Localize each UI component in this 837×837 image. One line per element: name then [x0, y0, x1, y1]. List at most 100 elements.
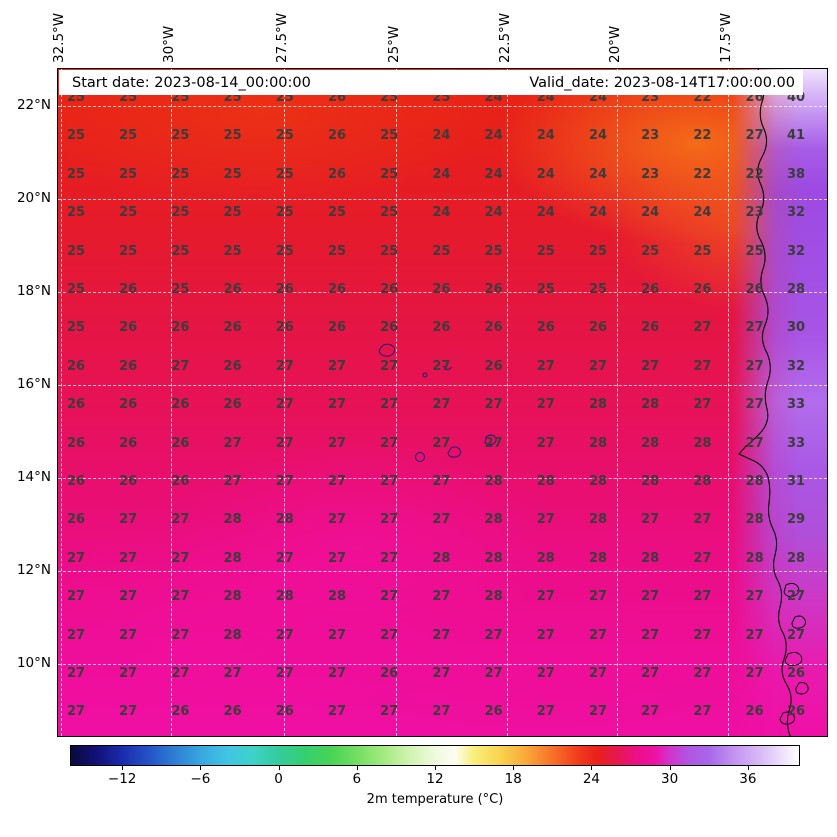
temp-value: 27 [588, 589, 608, 605]
temp-value: 27 [745, 589, 764, 605]
temp-value: 27 [786, 627, 806, 643]
temp-value: 27 [588, 627, 608, 643]
temp-value: 26 [119, 435, 138, 451]
temp-value: 26 [119, 358, 138, 374]
temp-value: 27 [588, 704, 608, 720]
y-tick-label: 10°N [16, 655, 51, 671]
temp-value: 25 [119, 205, 138, 221]
temp-value: 24 [536, 128, 555, 144]
coastal-estuary-outlines [779, 582, 809, 725]
temp-value: 28 [786, 550, 806, 566]
temp-value: 27 [786, 589, 806, 605]
colorbar-tick-mark [513, 766, 515, 770]
temp-value: 27 [536, 358, 555, 374]
temp-value: 27 [588, 666, 608, 681]
temp-value: 27 [484, 627, 503, 643]
y-tick-label: 20°N [16, 190, 51, 206]
temp-value: 27 [327, 666, 347, 681]
temp-value: 27 [275, 397, 294, 413]
x-tick-label: 30°W [161, 25, 177, 63]
temp-value: 24 [432, 128, 451, 144]
temp-value: 26 [223, 320, 242, 336]
temp-value: 22 [745, 166, 764, 182]
temp-value: 26 [66, 474, 86, 489]
temp-value: 25 [588, 243, 608, 259]
temp-value: 27 [327, 512, 347, 528]
temp-value: 28 [641, 435, 660, 451]
temp-value: 26 [641, 320, 660, 336]
african-coastline [738, 69, 792, 736]
temp-value: 27 [536, 704, 555, 720]
temp-value: 26 [484, 282, 503, 297]
temp-value: 27 [536, 589, 555, 605]
temp-value: 27 [380, 589, 399, 605]
temp-value: 27 [693, 320, 712, 336]
temp-value: 28 [536, 550, 555, 566]
temp-value: 28 [275, 512, 294, 528]
temp-value: 27 [119, 550, 138, 566]
temp-value: 27 [380, 358, 399, 374]
temp-value: 27 [380, 627, 399, 643]
gridline-vertical [61, 69, 62, 736]
temp-value: 27 [432, 397, 451, 413]
temp-value: 28 [484, 512, 503, 528]
colorbar-tick-mark [278, 766, 280, 770]
colorbar-tick-mark [435, 766, 436, 770]
temp-value: 26 [484, 358, 503, 374]
x-tick-label: 27.5°W [274, 12, 290, 63]
temp-value: 33 [786, 435, 806, 451]
temp-value: 27 [380, 704, 399, 720]
temp-value: 26 [171, 397, 190, 413]
gridline-vertical [507, 69, 508, 736]
y-tick-label: 14°N [16, 469, 51, 485]
temp-value: 27 [588, 358, 608, 374]
temp-value: 28 [588, 512, 608, 528]
temp-value: 24 [432, 166, 451, 182]
temp-value: 25 [119, 128, 138, 144]
temp-value: 25 [223, 166, 242, 182]
temp-value: 26 [119, 320, 138, 336]
temp-value: 27 [745, 627, 764, 643]
temp-value: 24 [536, 205, 555, 221]
temp-value: 25 [536, 243, 555, 259]
temp-value: 27 [275, 666, 294, 681]
geography-overlay [378, 69, 809, 736]
temp-value: 33 [786, 397, 806, 413]
colorbar-tick-label: 24 [582, 771, 601, 787]
colorbar-tick-label: 6 [352, 771, 362, 787]
temp-value: 27 [171, 358, 190, 374]
temp-value: 26 [66, 358, 86, 374]
temp-value: 28 [432, 550, 451, 566]
temp-value: 26 [171, 320, 190, 336]
temp-value: 27 [119, 627, 138, 643]
temp-value: 26 [119, 282, 138, 297]
temp-value: 28 [484, 589, 503, 605]
temp-value: 25 [66, 166, 86, 182]
temp-value: 27 [693, 666, 712, 681]
temp-value: 27 [536, 512, 555, 528]
x-tick-label: 32.5°W [51, 12, 67, 63]
temp-value: 27 [484, 435, 503, 451]
temp-value: 25 [745, 243, 764, 259]
start-date-label: Start date: 2023-08-14_00:00:00 [72, 74, 311, 91]
temp-value: 27 [432, 435, 451, 451]
temp-value: 25 [380, 128, 399, 144]
gridline-vertical [728, 69, 729, 736]
temp-value: 27 [745, 666, 764, 681]
temp-value: 25 [380, 205, 399, 221]
temp-value: 26 [275, 320, 294, 336]
temp-value: 26 [380, 666, 399, 681]
temp-value: 22 [693, 166, 712, 182]
temp-value: 27 [693, 627, 712, 643]
date-header-strip: Start date: 2023-08-14_00:00:00 Valid_da… [59, 70, 803, 95]
gridline-vertical [284, 69, 285, 736]
temp-value: 27 [119, 704, 138, 720]
temperature-map: 25 25 25 25 25 26 25 25 24 24 24 23 22 26 40 25 25 25 25 25… [57, 68, 828, 737]
temp-value: 27 [432, 666, 451, 681]
temp-value: 25 [66, 282, 86, 297]
temp-value: 28 [223, 589, 242, 605]
temp-value: 26 [380, 320, 399, 336]
colorbar-tick-label: 12 [426, 771, 444, 787]
temp-value: 24 [641, 205, 660, 221]
temp-value: 24 [484, 128, 503, 144]
